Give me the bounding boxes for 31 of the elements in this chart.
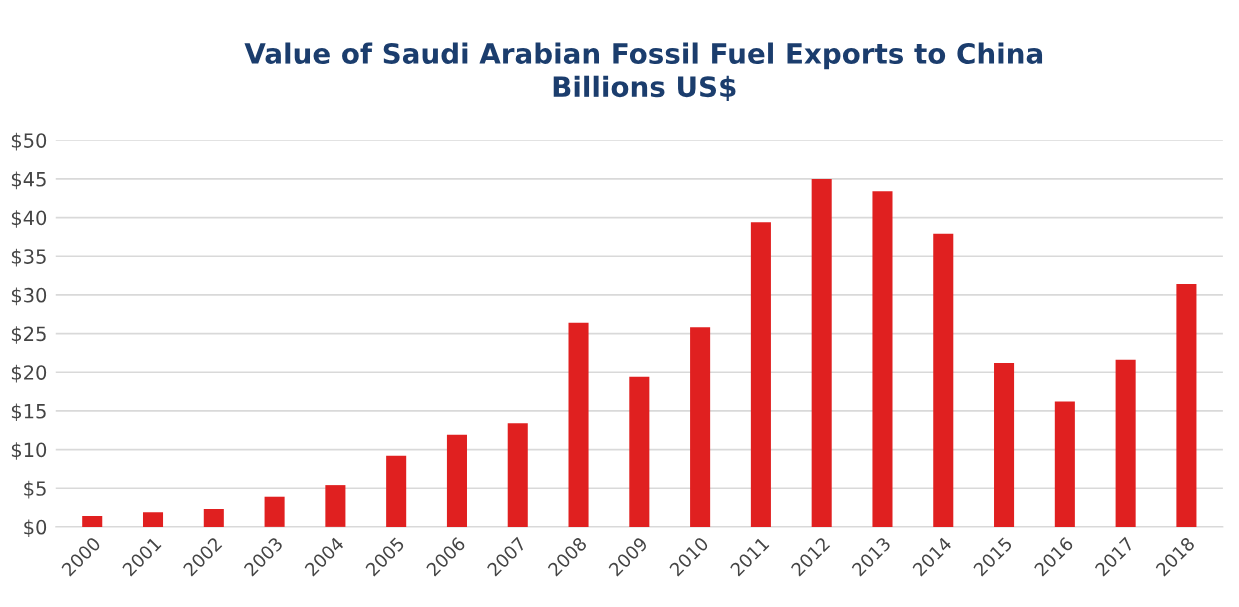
bar	[264, 496, 285, 527]
bar	[568, 322, 589, 527]
bar	[1115, 359, 1136, 527]
y-tick-label: $10	[11, 442, 47, 460]
bar	[142, 512, 164, 527]
y-tick-label: $50	[11, 132, 47, 151]
y-tick-label: $30	[11, 287, 47, 306]
bar	[994, 362, 1015, 527]
bar	[750, 222, 771, 527]
y-tick-label: $20	[11, 364, 47, 383]
y-tick-label: $45	[11, 171, 46, 190]
bar	[82, 516, 103, 527]
y-tick-label: $15	[11, 403, 46, 422]
bar	[507, 423, 528, 527]
bar	[933, 233, 954, 527]
y-tick-label: $40	[11, 210, 47, 228]
bar	[325, 485, 346, 527]
bar	[1176, 284, 1197, 527]
bar	[811, 178, 832, 527]
y-tick-label: $25	[11, 326, 46, 344]
chart-title: Value of Saudi Arabian Fossil Fuel Exports to China Billions US$	[244, 42, 1043, 101]
bar	[872, 191, 893, 527]
bar	[446, 434, 467, 527]
bar	[386, 455, 407, 527]
bar	[203, 509, 224, 527]
y-tick-label: $0	[24, 519, 47, 538]
y-tick-label: $35	[11, 248, 46, 267]
bar	[629, 376, 650, 527]
bar	[690, 327, 711, 527]
y-tick-label: $5	[24, 480, 46, 499]
bar	[1054, 401, 1075, 527]
